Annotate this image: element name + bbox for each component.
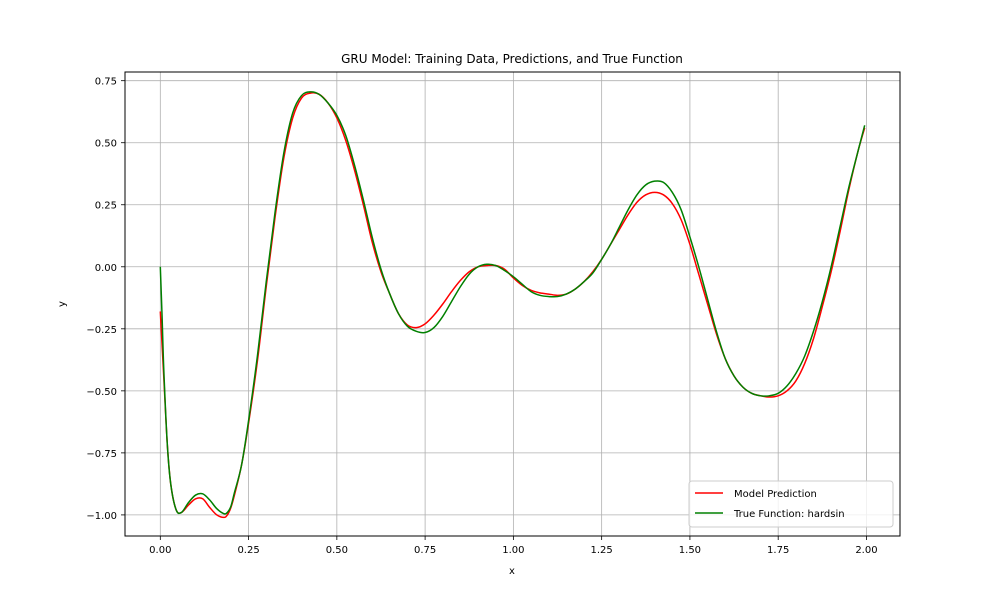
y-tick-label: 0.50 [95, 139, 117, 150]
y-tick-label: −0.25 [86, 325, 117, 336]
x-tick-label: 1.75 [767, 545, 789, 556]
legend-box [688, 480, 894, 528]
x-tick-label: 1.50 [679, 545, 701, 556]
legend: Model Prediction True Function: hardsin [688, 480, 894, 528]
y-tick-label: 0.00 [95, 263, 117, 274]
x-tick-label: 1.00 [502, 545, 524, 556]
y-axis-ticks: −1.00 −0.75 −0.50 −0.25 0.00 0.25 0.50 0.75 [86, 77, 125, 522]
legend-label-true-function: True Function: hardsin [733, 509, 845, 520]
x-tick-label: 1.25 [591, 545, 613, 556]
x-axis-label: x [509, 566, 515, 577]
x-tick-label: 0.00 [149, 545, 171, 556]
x-tick-label: 0.50 [326, 545, 348, 556]
x-axis-ticks: 0.00 0.25 0.50 0.75 1.00 1.25 1.50 1.75 2.00 [149, 536, 878, 556]
y-tick-label: 0.75 [95, 77, 117, 88]
y-tick-label: −1.00 [86, 511, 117, 522]
y-tick-label: −0.50 [86, 387, 117, 398]
x-tick-label: 0.25 [237, 545, 259, 556]
plot-series [159, 91, 866, 519]
plot-frame [124, 71, 901, 537]
x-tick-label: 2.00 [855, 545, 877, 556]
chart-title: GRU Model: Training Data, Predictions, a… [341, 52, 683, 66]
legend-label-model-prediction: Model Prediction [734, 489, 817, 500]
y-tick-label: −0.75 [86, 449, 117, 460]
true-function-line [159, 91, 866, 515]
x-tick-label: 0.75 [414, 545, 436, 556]
y-axis-label: y [57, 301, 68, 307]
y-tick-label: 0.25 [95, 201, 117, 212]
